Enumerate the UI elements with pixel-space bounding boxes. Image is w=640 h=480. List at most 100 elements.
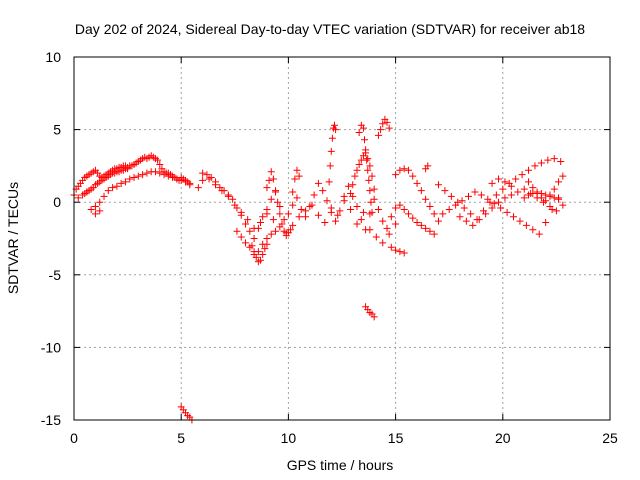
data-point xyxy=(456,213,464,221)
data-point xyxy=(501,178,509,186)
data-point xyxy=(154,156,162,164)
data-point xyxy=(79,191,87,199)
data-point xyxy=(269,216,277,224)
data-point xyxy=(441,187,449,195)
data-point xyxy=(377,126,385,134)
data-point xyxy=(104,187,112,195)
data-point xyxy=(525,178,533,186)
data-point xyxy=(542,219,550,227)
data-point xyxy=(263,184,271,192)
data-point xyxy=(353,220,361,228)
data-point xyxy=(525,191,533,199)
data-point xyxy=(546,203,554,211)
data-point xyxy=(276,203,284,211)
data-point xyxy=(396,201,404,209)
data-point xyxy=(267,195,275,203)
data-point xyxy=(224,192,232,200)
data-point xyxy=(83,188,91,196)
grid-layer xyxy=(74,57,610,420)
data-point xyxy=(439,210,447,218)
data-point xyxy=(400,165,408,173)
data-point xyxy=(544,156,552,164)
data-point xyxy=(126,175,134,183)
x-axis-label: GPS time / hours xyxy=(287,457,394,473)
data-point xyxy=(396,248,404,256)
data-point xyxy=(272,187,280,195)
data-point xyxy=(400,205,408,213)
data-point xyxy=(507,191,515,199)
data-point xyxy=(520,194,528,202)
data-point xyxy=(173,175,181,183)
data-point xyxy=(370,195,378,203)
data-point xyxy=(347,205,355,213)
data-point xyxy=(424,162,432,170)
data-point xyxy=(464,192,472,200)
data-point xyxy=(134,172,142,180)
data-point xyxy=(367,198,375,206)
data-point xyxy=(409,214,417,222)
data-point xyxy=(522,221,530,229)
data-point xyxy=(87,205,95,213)
data-point xyxy=(177,176,185,184)
data-point xyxy=(368,208,376,216)
data-point xyxy=(252,253,260,261)
chart-title: Day 202 of 2024, Sidereal Day-to-day VTE… xyxy=(75,21,585,37)
data-point xyxy=(272,227,280,235)
data-point xyxy=(471,188,479,196)
data-point xyxy=(364,155,372,163)
data-point xyxy=(404,166,412,174)
data-point xyxy=(510,213,518,221)
data-point xyxy=(121,178,129,186)
data-point xyxy=(404,210,412,218)
x-tick-label: 25 xyxy=(602,430,618,446)
data-point xyxy=(430,230,438,238)
data-point xyxy=(242,220,250,228)
data-point xyxy=(263,210,271,218)
data-point xyxy=(501,194,509,202)
data-point xyxy=(374,131,382,139)
data-point xyxy=(284,210,292,218)
data-point xyxy=(330,121,338,129)
data-point xyxy=(370,313,378,321)
data-point xyxy=(287,226,295,234)
x-tick-label: 15 xyxy=(388,430,404,446)
data-point xyxy=(280,227,288,235)
data-point xyxy=(336,207,344,215)
data-point xyxy=(387,243,395,251)
data-point xyxy=(372,233,380,241)
data-point xyxy=(417,187,425,195)
data-point xyxy=(151,168,159,176)
data-point xyxy=(529,226,537,234)
data-point xyxy=(555,195,563,203)
data-point xyxy=(321,219,329,227)
data-point xyxy=(374,205,382,213)
data-point xyxy=(314,179,322,187)
data-point xyxy=(512,175,520,183)
data-point xyxy=(74,194,82,202)
data-point xyxy=(514,188,522,196)
data-point xyxy=(143,169,151,177)
data-point xyxy=(434,181,442,189)
data-point xyxy=(355,160,363,168)
data-point xyxy=(535,230,543,238)
data-point xyxy=(169,174,177,182)
data-point xyxy=(244,216,252,224)
data-point xyxy=(212,181,220,189)
data-point xyxy=(323,197,331,205)
data-point xyxy=(289,188,297,196)
data-point xyxy=(130,174,138,182)
y-tick-label: -15 xyxy=(41,412,61,428)
data-point xyxy=(557,158,565,166)
data-point xyxy=(291,175,299,183)
x-tick-label: 20 xyxy=(495,430,511,446)
data-point xyxy=(362,146,370,154)
data-point xyxy=(218,187,226,195)
data-point xyxy=(445,205,453,213)
data-point xyxy=(278,220,286,228)
data-point xyxy=(257,256,265,264)
data-point xyxy=(124,165,132,173)
y-tick-label: 5 xyxy=(53,122,61,138)
data-point xyxy=(422,224,430,232)
data-point xyxy=(426,227,434,235)
data-point xyxy=(497,204,505,212)
